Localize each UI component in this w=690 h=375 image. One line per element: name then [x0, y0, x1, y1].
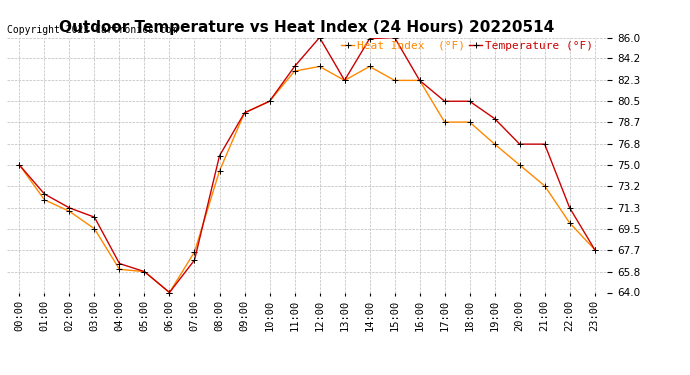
Temperature (°F)	[166, 290, 174, 295]
Temperature (°F)	[140, 269, 148, 274]
Legend: Heat Index  (°F), Temperature (°F): Heat Index (°F), Temperature (°F)	[341, 40, 593, 51]
Heat Index  (°F)	[340, 78, 348, 82]
Temperature (°F)	[40, 192, 48, 196]
Heat Index  (°F)	[491, 142, 499, 146]
Heat Index  (°F)	[440, 120, 449, 124]
Temperature (°F)	[315, 35, 324, 40]
Heat Index  (°F)	[415, 78, 424, 82]
Temperature (°F)	[591, 248, 599, 252]
Heat Index  (°F)	[266, 99, 274, 104]
Temperature (°F)	[66, 206, 74, 210]
Heat Index  (°F)	[215, 168, 224, 173]
Temperature (°F)	[515, 142, 524, 146]
Temperature (°F)	[466, 99, 474, 104]
Heat Index  (°F)	[15, 163, 23, 167]
Heat Index  (°F)	[166, 290, 174, 295]
Heat Index  (°F)	[566, 221, 574, 225]
Heat Index  (°F)	[90, 226, 99, 231]
Heat Index  (°F)	[515, 163, 524, 167]
Heat Index  (°F)	[40, 198, 48, 202]
Temperature (°F)	[540, 142, 549, 146]
Heat Index  (°F)	[290, 69, 299, 74]
Temperature (°F)	[90, 215, 99, 219]
Temperature (°F)	[240, 111, 248, 115]
Temperature (°F)	[440, 99, 449, 104]
Heat Index  (°F)	[591, 248, 599, 252]
Temperature (°F)	[491, 116, 499, 121]
Heat Index  (°F)	[66, 209, 74, 214]
Temperature (°F)	[290, 64, 299, 69]
Heat Index  (°F)	[540, 184, 549, 188]
Temperature (°F)	[366, 36, 374, 41]
Temperature (°F)	[115, 261, 124, 266]
Temperature (°F)	[391, 35, 399, 40]
Heat Index  (°F)	[190, 250, 199, 254]
Temperature (°F)	[266, 99, 274, 104]
Heat Index  (°F)	[391, 78, 399, 82]
Heat Index  (°F)	[315, 64, 324, 69]
Heat Index  (°F)	[140, 269, 148, 274]
Text: Copyright 2022 Cartronics.com: Copyright 2022 Cartronics.com	[7, 25, 177, 35]
Temperature (°F)	[415, 78, 424, 82]
Line: Heat Index  (°F): Heat Index (°F)	[16, 63, 598, 296]
Heat Index  (°F)	[466, 120, 474, 124]
Temperature (°F)	[566, 206, 574, 210]
Title: Outdoor Temperature vs Heat Index (24 Hours) 20220514: Outdoor Temperature vs Heat Index (24 Ho…	[59, 20, 555, 35]
Heat Index  (°F)	[366, 64, 374, 69]
Temperature (°F)	[15, 163, 23, 167]
Heat Index  (°F)	[115, 267, 124, 272]
Temperature (°F)	[190, 258, 199, 262]
Temperature (°F)	[340, 78, 348, 82]
Heat Index  (°F)	[240, 111, 248, 115]
Temperature (°F)	[215, 153, 224, 158]
Line: Temperature (°F): Temperature (°F)	[16, 34, 598, 296]
